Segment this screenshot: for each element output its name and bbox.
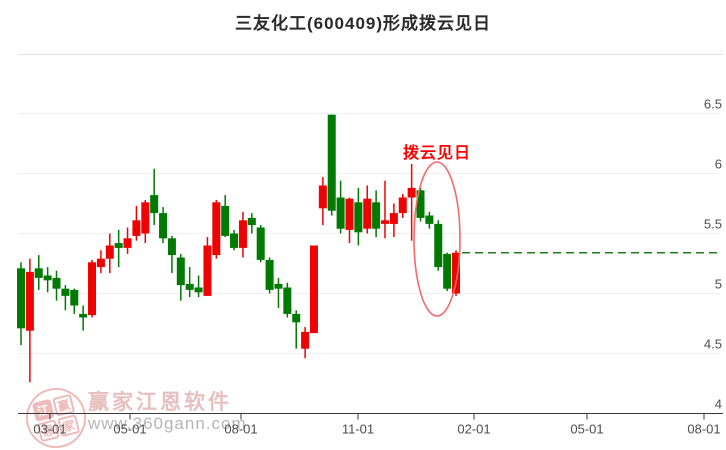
candle-body [265,259,274,290]
x-axis-label: 03-01 [33,422,66,437]
candle-body [88,262,97,316]
candle-body [203,245,212,296]
x-axis-label: 02-01 [457,422,490,437]
candle-body [150,195,159,214]
candle-body [345,198,354,230]
header-divider [18,54,723,55]
candle-body [292,313,301,323]
x-axis-label: 08-01 [687,422,720,437]
candle-body [398,197,407,214]
candle-body [123,238,132,248]
y-axis-label: 5.5 [704,217,722,232]
watermark-brand-text: 赢家江恩软件 [88,391,232,414]
candle-body [380,220,389,224]
candle-body [434,223,443,268]
y-axis-label: 6.5 [704,97,722,112]
candle-body [274,283,283,289]
candle-body [301,331,310,349]
candle-body [283,287,292,314]
candle-body [318,185,327,209]
candle-body [194,287,203,293]
candle-body [443,253,452,289]
candle-body [336,197,345,229]
candle-body [132,220,141,236]
y-axis-label: 6 [715,157,722,172]
candle-body [247,217,256,226]
candle-body [416,190,425,218]
x-axis-label: 05-01 [113,422,146,437]
candle-body [363,198,372,229]
candle-body [185,283,194,290]
candle-body [354,202,363,233]
candle-body [43,275,52,281]
y-axis-label: 4.5 [704,337,722,352]
x-axis-label: 05-01 [570,422,603,437]
candle-body [452,252,461,294]
candle-body [25,271,34,331]
candle-body [256,227,265,260]
y-axis-label: 4 [715,397,722,412]
candle-body [425,215,434,224]
candle-body [114,243,123,248]
candle-body [17,268,25,329]
watermark-url-text: www.360gann.com [88,414,247,433]
candle-body [176,257,185,286]
pattern-annotation-label: 拨云见日 [403,145,472,162]
annotation-ellipse [413,161,461,317]
candle-body [238,220,247,248]
candle-body [159,213,168,239]
candle-body [167,238,176,256]
page-title: 三友化工(600409)形成拨云见日 [234,14,492,33]
candle-body [230,233,239,248]
candle-body [70,289,79,306]
candle-body [105,245,114,259]
candle-body [372,202,381,229]
candle-body [61,288,70,296]
candle-body [212,202,221,256]
y-axis-label: 5 [715,277,722,292]
candle-body [407,187,416,198]
candle-body [141,202,150,234]
candle-body [221,205,230,236]
candle-body [34,268,43,278]
x-axis-label: 11-01 [342,422,374,437]
candle-body [96,258,105,268]
candle-body [389,213,398,224]
candle-body [79,313,88,318]
candle-body [327,114,336,211]
x-axis-label: 08-01 [224,422,257,437]
candle-body [52,277,61,289]
candle-body [309,245,318,334]
